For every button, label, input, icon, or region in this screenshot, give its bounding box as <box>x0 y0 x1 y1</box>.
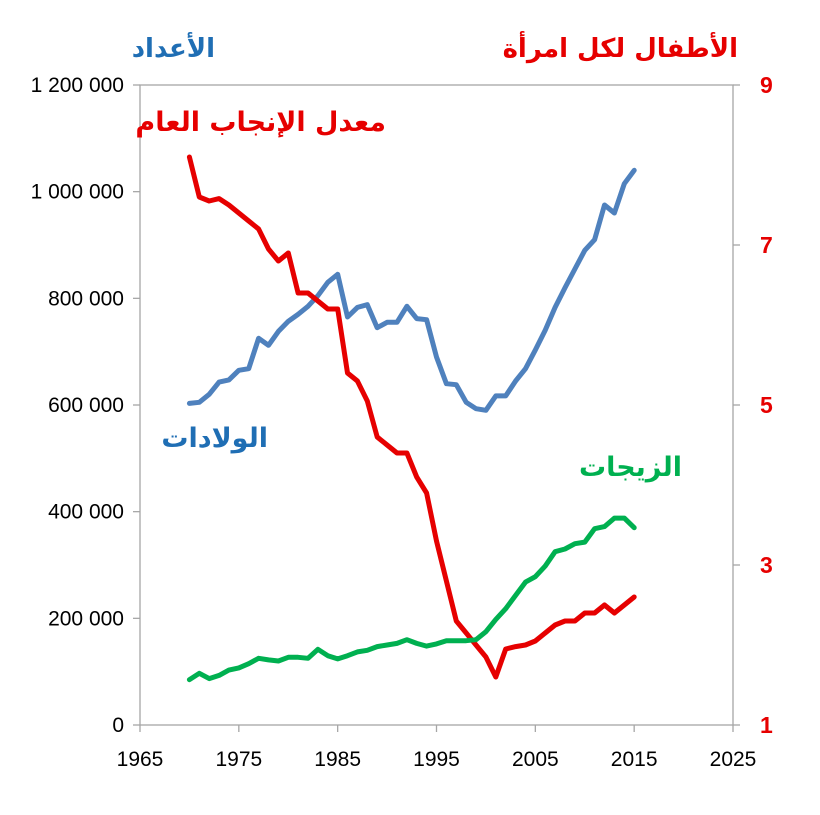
left-tick-label: 400 000 <box>48 501 124 524</box>
right-axis-ticks: 1 3 5 7 9 <box>733 72 773 738</box>
series-label-births: الولادات <box>161 423 268 454</box>
series-label-fertility: معدل الإنجاب العام <box>135 107 386 138</box>
x-tick-label: 1985 <box>314 748 361 771</box>
series-label-marriages: الزيجات <box>579 452 682 483</box>
left-axis-ticks: 0 200 000 400 000 600 000 800 000 1 000 000 1 … <box>31 74 140 737</box>
x-tick-label: 1965 <box>117 748 164 771</box>
x-tick-label: 1975 <box>215 748 262 771</box>
left-tick-label: 0 <box>112 714 124 737</box>
left-tick-label: 1 200 000 <box>31 74 124 97</box>
fertility-rate-line <box>186 154 637 680</box>
left-tick-label: 800 000 <box>48 287 124 310</box>
left-tick-label: 200 000 <box>48 607 124 630</box>
left-tick-label: 600 000 <box>48 394 124 417</box>
right-axis-title: الأطفال لكل امرأة <box>503 31 738 64</box>
births-line <box>186 167 637 413</box>
x-axis-ticks: 1965 1975 1985 1995 2005 2015 2025 <box>117 725 757 771</box>
left-tick-label: 1 000 000 <box>31 181 124 204</box>
right-tick-label: 7 <box>760 232 773 258</box>
marriages-line <box>186 515 637 683</box>
x-tick-label: 2005 <box>512 748 559 771</box>
right-tick-label: 5 <box>760 392 773 418</box>
left-axis-title: الأعداد <box>132 32 215 64</box>
right-tick-label: 9 <box>760 72 773 98</box>
x-tick-label: 2025 <box>710 748 757 771</box>
series-lines <box>186 154 637 683</box>
x-tick-label: 2015 <box>611 748 658 771</box>
right-tick-label: 3 <box>760 552 773 578</box>
plot-area <box>139 84 734 726</box>
right-tick-label: 1 <box>760 712 773 738</box>
x-tick-label: 1995 <box>413 748 460 771</box>
